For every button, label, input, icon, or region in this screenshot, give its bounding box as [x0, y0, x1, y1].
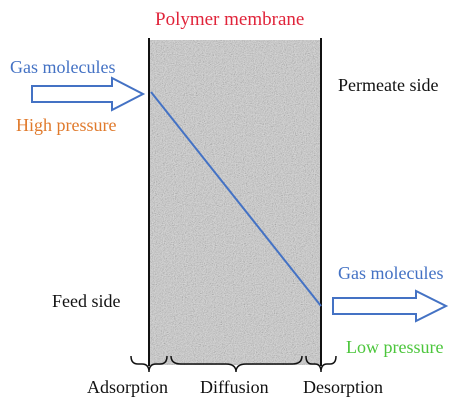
stage-desorption-label: Desorption	[303, 377, 383, 397]
diffusion-brace	[170, 355, 303, 373]
desorption-brace	[305, 355, 337, 373]
low-pressure-label: Low pressure	[346, 337, 444, 357]
permeate-side-label: Permeate side	[338, 75, 439, 95]
gas-inflow-arrow	[31, 76, 146, 112]
concentration-gradient-line	[150, 91, 322, 307]
feed-side-label: Feed side	[52, 291, 121, 311]
adsorption-brace	[130, 355, 168, 373]
gas-molecules-out-label: Gas molecules	[338, 263, 444, 283]
stage-diffusion-label: Diffusion	[200, 377, 269, 397]
gas-molecules-in-label: Gas molecules	[10, 57, 116, 77]
high-pressure-label: High pressure	[16, 115, 117, 135]
gas-outflow-arrow	[332, 289, 449, 323]
diagram-title: Polymer membrane	[155, 9, 305, 30]
membrane-body	[149, 40, 321, 365]
stage-adsorption-label: Adsorption	[87, 377, 168, 397]
